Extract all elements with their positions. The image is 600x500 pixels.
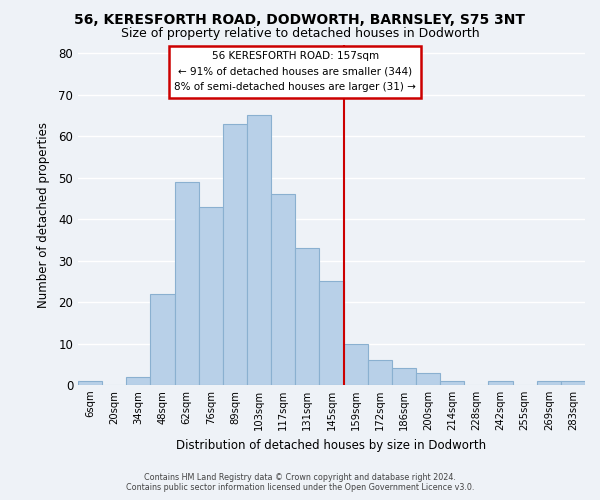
Text: 56 KERESFORTH ROAD: 157sqm
← 91% of detached houses are smaller (344)
8% of semi: 56 KERESFORTH ROAD: 157sqm ← 91% of deta… [175,51,416,92]
Y-axis label: Number of detached properties: Number of detached properties [37,122,50,308]
Bar [295,248,319,385]
Bar [151,294,175,385]
Bar [368,360,392,385]
Bar [199,206,223,385]
Bar [416,372,440,385]
Bar [440,381,464,385]
Bar [319,282,344,385]
Bar [223,124,247,385]
X-axis label: Distribution of detached houses by size in Dodworth: Distribution of detached houses by size … [176,438,487,452]
Bar [488,381,512,385]
Bar [126,376,151,385]
Bar [344,344,368,385]
Bar [271,194,295,385]
Bar [247,116,271,385]
Text: Contains HM Land Registry data © Crown copyright and database right 2024.
Contai: Contains HM Land Registry data © Crown c… [126,473,474,492]
Bar [392,368,416,385]
Text: Size of property relative to detached houses in Dodworth: Size of property relative to detached ho… [121,28,479,40]
Text: 56, KERESFORTH ROAD, DODWORTH, BARNSLEY, S75 3NT: 56, KERESFORTH ROAD, DODWORTH, BARNSLEY,… [74,12,526,26]
Bar [537,381,561,385]
Bar [561,381,585,385]
Bar [175,182,199,385]
Bar [78,381,102,385]
